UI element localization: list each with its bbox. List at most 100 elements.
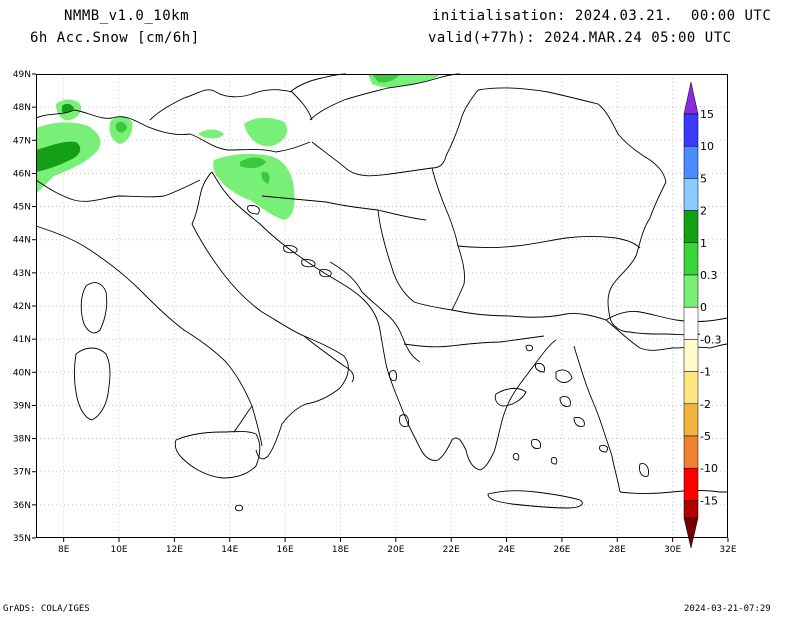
border-bulgaria-greece [451, 309, 607, 321]
graticule [36, 74, 728, 538]
border-greece-north [403, 335, 545, 348]
lat-tick-label: 43N [13, 269, 31, 279]
island-kefalonia [399, 414, 409, 427]
coast-sardinia [74, 347, 111, 421]
lat-tick-label: 39N [13, 401, 31, 411]
colorbar-bottom-arrow [683, 517, 699, 549]
islands-dalmatia-3 [301, 259, 316, 268]
lat-tick-label: 36N [13, 501, 31, 511]
colorbar-label: -1 [700, 366, 711, 379]
lon-tick-label: 10E [110, 545, 127, 555]
colorbar-label: 10 [700, 140, 714, 153]
border-italy-swiss [35, 179, 201, 202]
snow-area-slovakia-core [372, 74, 400, 83]
footer-credit: GrADS: COLA/IGES [3, 604, 90, 614]
model-name: NMMB_v1.0_10km [64, 8, 190, 24]
border-serbia-romania [431, 167, 459, 247]
snow-areas [36, 74, 440, 220]
variable-title: 6h Acc.Snow [cm/6h] [30, 30, 200, 46]
island-chios [559, 395, 571, 407]
lon-tick-label: 24E [498, 545, 515, 555]
islands-dalmatia-2 [283, 245, 298, 254]
colorbar-label: 15 [700, 108, 714, 121]
border-bosnia-montenegro [329, 261, 385, 313]
colorbar-label: 2 [700, 205, 707, 218]
coast-black-sea-west [607, 181, 701, 336]
coast-marmara [605, 311, 729, 322]
border-croatia-bosnia [261, 195, 427, 221]
island-thasos [525, 344, 533, 352]
colorbar-label: 1 [700, 237, 707, 250]
coast-adriatic-east [211, 171, 387, 365]
island-samos [573, 417, 585, 427]
lon-tick-label: 12E [166, 545, 183, 555]
init-time: initialisation: 2024.03.21. 00:00 UTC [432, 8, 772, 24]
coast-italy-heel [303, 335, 355, 383]
snow-area-slovenia [244, 117, 288, 147]
snow-area-croatia [213, 153, 295, 220]
colorbar-label: -10 [700, 462, 718, 475]
border-serbia-internal [377, 209, 453, 311]
lon-tick-label: 8E [58, 545, 70, 555]
colorbar-label: 0 [700, 301, 707, 314]
lon-tick-label: 32E [719, 545, 736, 555]
axis-ticks: 8E 10E 12E 14E 16E 18E 20E 22E 24E 26E 28E 30E 32E 49… [13, 70, 737, 555]
coast-turkey-west [605, 319, 729, 351]
island-lemnos [535, 363, 545, 373]
lat-tick-label: 44N [13, 236, 31, 246]
border-north-alps [35, 109, 311, 153]
islands-dalmatia-4 [319, 269, 332, 278]
lon-tick-label: 22E [443, 545, 460, 555]
lat-tick-label: 49N [13, 70, 31, 80]
island-corfu [389, 369, 397, 381]
snow-area-west-alps-core [36, 141, 81, 172]
coast-crete [487, 490, 583, 509]
coast-turkey-aegean [573, 345, 621, 493]
lat-tick-label: 48N [13, 103, 31, 113]
colorbar: 15 10 5 2 1 0.3 0 -0.3 -1 -2 -5 -10 -15 [683, 81, 721, 549]
island-euboea [494, 387, 527, 407]
map-frame [36, 74, 728, 538]
island-cyclades-2 [550, 457, 558, 465]
island-cyclades-1 [512, 453, 520, 461]
coast-greece-east [493, 339, 557, 453]
lon-tick-label: 18E [332, 545, 349, 555]
lon-tick-label: 16E [277, 545, 294, 555]
border-ukraine-romania [477, 87, 667, 183]
lon-tick-label: 28E [609, 545, 626, 555]
coast-sicily [174, 431, 261, 479]
border-albania-mk [383, 311, 421, 363]
snow-area-austria-west-core [116, 121, 127, 133]
coast-italy-west [35, 225, 263, 447]
island-rhodes [639, 463, 649, 477]
snow-area-austria-east [198, 129, 224, 139]
colorbar-label: -0.3 [700, 333, 721, 346]
lat-tick-label: 37N [13, 468, 31, 478]
coastlines-borders [35, 73, 729, 512]
lon-tick-label: 14E [221, 545, 238, 555]
colorbar-label: 0.3 [700, 269, 718, 282]
lon-tick-label: 26E [553, 545, 570, 555]
lat-tick-label: 45N [13, 203, 31, 213]
lat-tick-label: 38N [13, 435, 31, 445]
coast-turkey-south [619, 490, 728, 494]
lat-tick-label: 40N [13, 368, 31, 378]
lat-tick-label: 42N [13, 302, 31, 312]
lon-tick-label: 20E [387, 545, 404, 555]
island-kos [599, 445, 609, 453]
snow-area-croatia-core [240, 157, 266, 169]
lat-tick-label: 41N [13, 335, 31, 345]
colorbar-label: -5 [700, 430, 711, 443]
footer-timestamp: 2024-03-21-07:29 [684, 604, 771, 614]
island-malta [235, 504, 243, 512]
coast-calabria [233, 405, 253, 433]
snow-area-croatia-core2 [261, 171, 270, 184]
coast-corsica [80, 282, 108, 334]
island-naxos [531, 439, 541, 449]
island-lesbos [555, 369, 573, 383]
colorbar-label: -15 [700, 494, 718, 507]
lat-tick-label: 35N [13, 534, 31, 544]
colorbar-label: 5 [700, 172, 707, 185]
coast-peloponnese [419, 437, 495, 471]
valid-time: valid(+77h): 2024.MAR.24 05:00 UTC [428, 30, 732, 46]
